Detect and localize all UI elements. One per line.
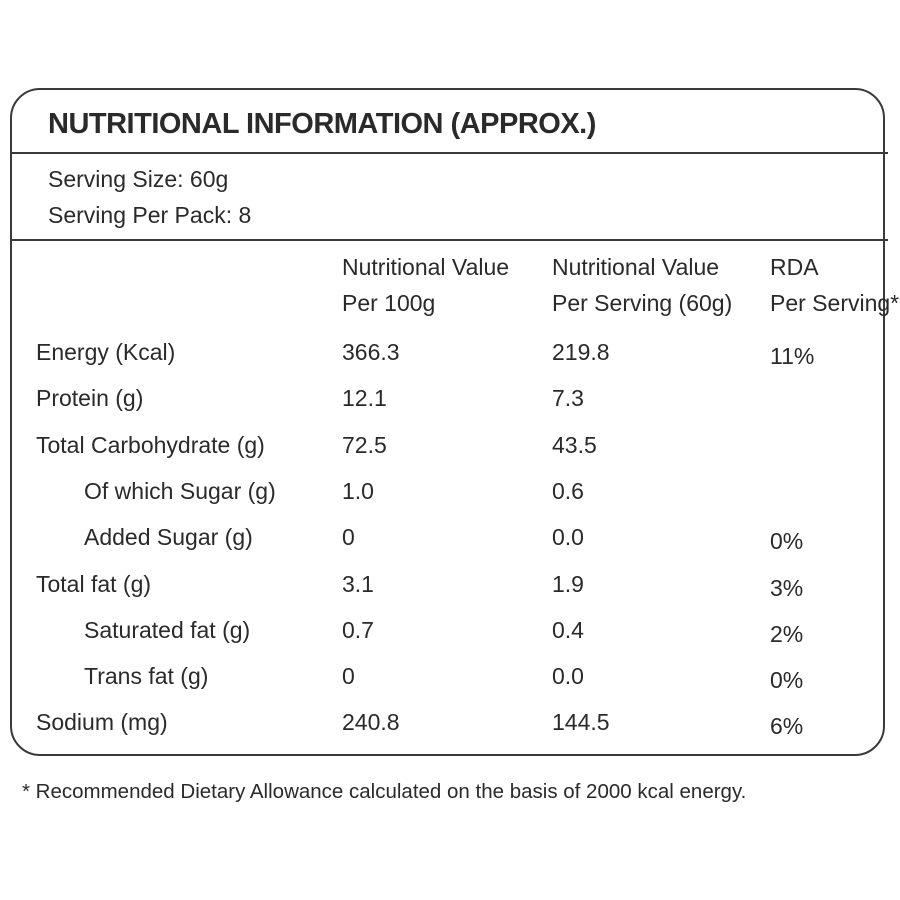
cell-value: 11% [770, 343, 815, 369]
title: NUTRITIONAL INFORMATION (APPROX.) [48, 108, 596, 140]
cell-value: 7.3 [552, 385, 584, 412]
column-header: RDA [770, 254, 819, 280]
row-label: Protein (g) [36, 385, 144, 412]
column-header: Per 100g [342, 290, 436, 316]
row-label: Total fat (g) [36, 570, 152, 597]
serving-info: Serving Size: 60g [48, 166, 229, 192]
label-border [10, 88, 885, 756]
row-label: Trans fat (g) [84, 663, 209, 690]
column-header: Nutritional Value [552, 254, 720, 280]
cell-value: 0% [770, 528, 804, 555]
cell-value: 0% [770, 667, 804, 694]
column-header: Per Serving (60g) [552, 290, 733, 316]
divider [10, 152, 888, 154]
cell-value: 0 [342, 663, 355, 690]
cell-value: 43.5 [552, 431, 597, 458]
cell-value: 12.1 [342, 385, 387, 412]
row-label: Total Carbohydrate (g) [36, 431, 265, 458]
cell-value: 0.0 [552, 663, 584, 690]
cell-value: 0.4 [552, 616, 584, 643]
cell-value: 0 [342, 524, 355, 551]
cell-value: 72.5 [342, 431, 387, 458]
column-header: Per Serving* [770, 290, 900, 316]
cell-value: 144.5 [552, 709, 610, 736]
cell-value: 240.8 [342, 709, 400, 736]
footnote: * Recommended Dietary Allowance calculat… [22, 780, 747, 803]
row-label: Added Sugar (g) [84, 524, 253, 551]
cell-value: 0.7 [342, 616, 374, 643]
row-label: Of which Sugar (g) [84, 477, 276, 504]
row-label: Sodium (mg) [36, 709, 168, 736]
cell-value: 0.6 [552, 477, 584, 504]
cell-value: 6% [770, 713, 804, 740]
serving-info: Serving Per Pack: 8 [48, 202, 252, 228]
cell-value: 0.0 [552, 524, 584, 551]
cell-value: 1.9 [552, 570, 584, 597]
row-label: Energy (Kcal) [36, 339, 176, 365]
divider [10, 239, 888, 241]
column-header: Nutritional Value [342, 254, 510, 280]
cell-value: 1.0 [342, 477, 374, 504]
row-label: Saturated fat (g) [84, 616, 251, 643]
cell-value: 3.1 [342, 570, 374, 597]
cell-value: 366.3 [342, 339, 400, 365]
cell-value: 219.8 [552, 339, 610, 365]
cell-value: 3% [770, 574, 804, 601]
cell-value: 2% [770, 620, 804, 647]
